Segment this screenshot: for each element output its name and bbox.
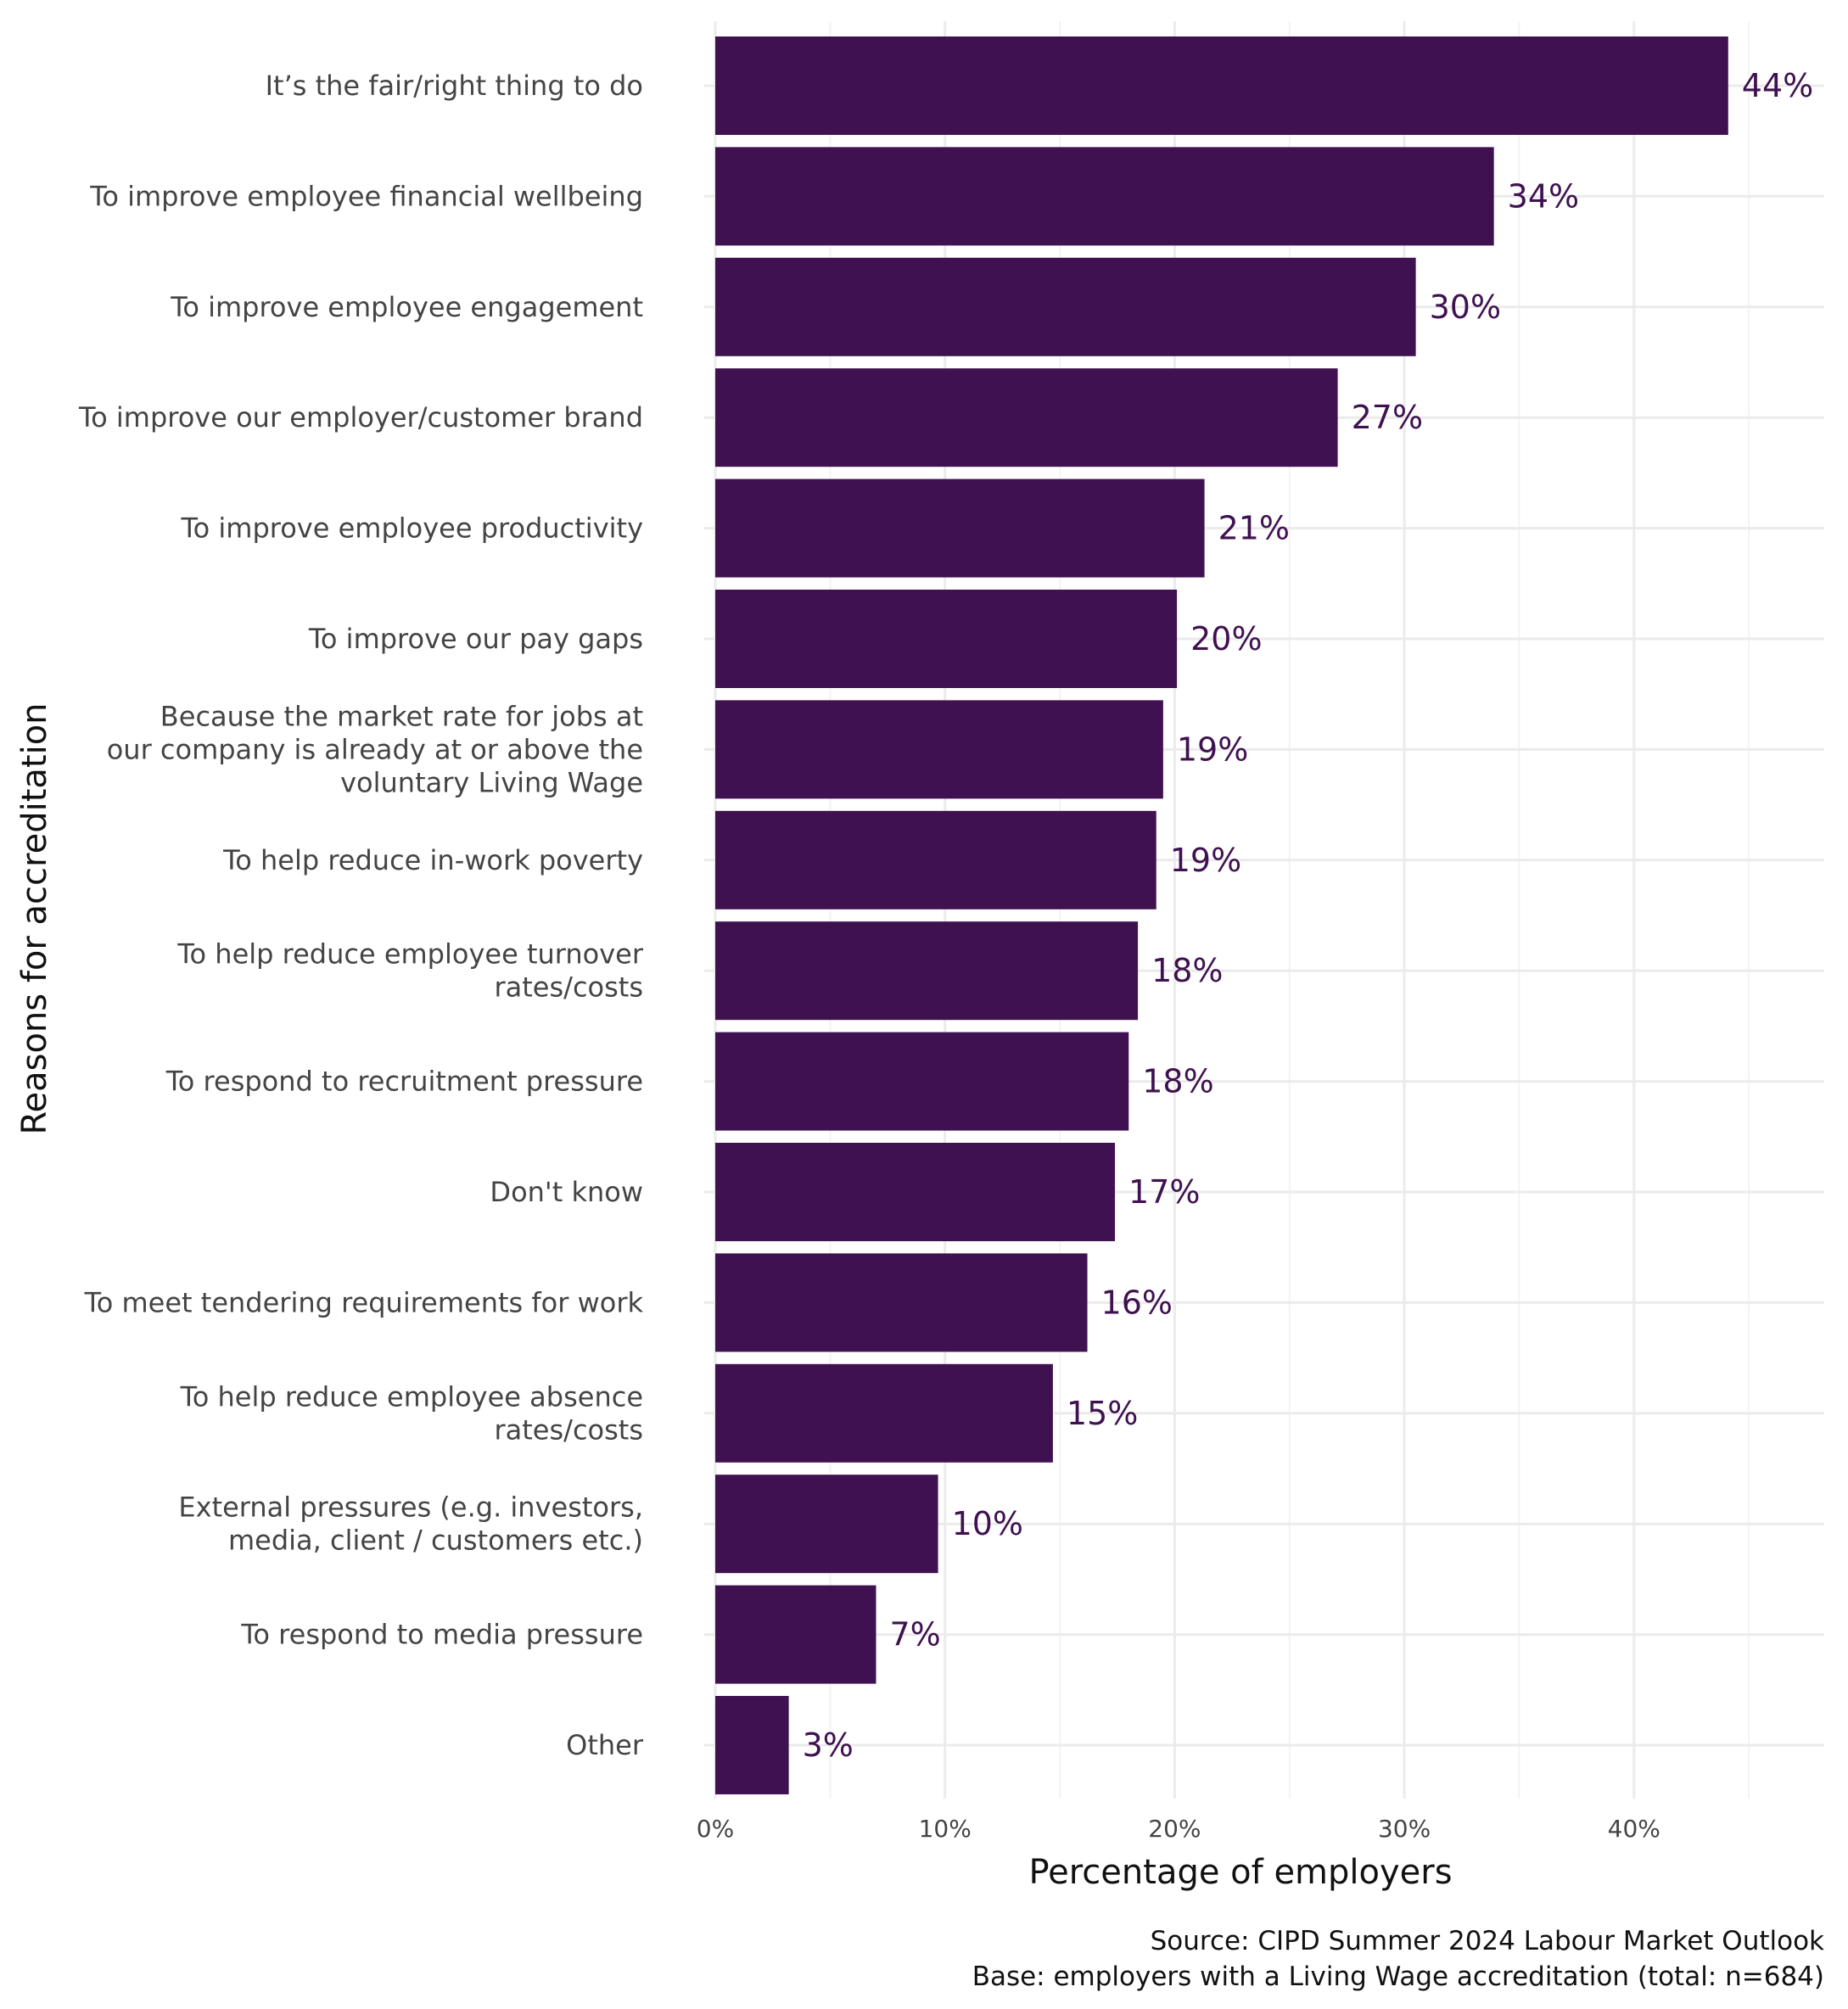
x-tick-label: 10% <box>919 1815 972 1843</box>
category-label: To respond to media pressure <box>240 1619 643 1651</box>
category-label-line: voluntary Living Wage <box>340 766 643 798</box>
category-label: Don't know <box>490 1176 643 1208</box>
category-label-line: To improve employee financial wellbeing <box>89 180 643 212</box>
data-label: 20% <box>1190 620 1262 658</box>
category-label: To improve employee productivity <box>181 512 643 545</box>
bar <box>715 700 1163 799</box>
bar <box>715 590 1178 688</box>
category-label-line: It’s the fair/right thing to do <box>266 70 643 102</box>
bar <box>715 257 1416 356</box>
category-label-line: To improve our pay gaps <box>308 623 643 655</box>
category-label-line: To help reduce employee turnover <box>176 938 643 971</box>
category-label: To help reduce employee absence rates/cos… <box>180 1380 643 1446</box>
category-label: Other <box>566 1729 644 1761</box>
bar <box>715 921 1139 1021</box>
bar <box>715 368 1338 467</box>
x-tick-label: 0% <box>697 1815 734 1843</box>
bar <box>715 810 1156 909</box>
category-label: It’s the fair/right thing to do <box>266 70 643 102</box>
bar <box>715 1696 789 1794</box>
category-label-line: To meet tendering requirements for work <box>84 1286 644 1318</box>
category-label-line: To help reduce in-work poverty <box>222 844 643 876</box>
category-label: To help reduce in-work poverty <box>222 844 643 876</box>
category-label-line: Because the market rate for jobs at <box>160 700 643 732</box>
bar <box>715 478 1205 578</box>
x-axis-title: Percentage of employers <box>1028 1853 1452 1892</box>
bar <box>715 36 1728 135</box>
bar <box>715 1032 1129 1131</box>
bar <box>715 1363 1053 1463</box>
data-label: 3% <box>803 1726 854 1764</box>
bar <box>715 1475 938 1574</box>
data-label: 44% <box>1742 67 1813 104</box>
category-label: Because the market rate for jobs at our c… <box>107 700 643 798</box>
category-label: To improve employee engagement <box>170 291 643 323</box>
y-axis-title: Reasons for accreditation <box>15 702 54 1134</box>
x-tick-label: 20% <box>1148 1815 1201 1843</box>
bars <box>715 36 1728 1794</box>
bar <box>715 1253 1088 1352</box>
category-label-line: Other <box>566 1729 644 1761</box>
data-label: 27% <box>1352 399 1423 436</box>
category-label-line: To improve employee engagement <box>170 291 643 323</box>
data-label: 16% <box>1101 1284 1173 1321</box>
caption-source: Source: CIPD Summer 2024 Labour Market O… <box>1151 1926 1824 1956</box>
data-label: 17% <box>1128 1173 1200 1211</box>
bar <box>715 1143 1116 1241</box>
caption-base: Base: employers with a Living Wage accre… <box>972 1961 1824 1992</box>
category-label: To meet tendering requirements for work <box>84 1286 644 1318</box>
category-label: To improve employee financial wellbeing <box>89 180 643 212</box>
category-label: To respond to recruitment pressure <box>165 1066 643 1098</box>
category-label: External pressures (e.g. investors, media… <box>178 1491 643 1557</box>
data-label: 21% <box>1218 510 1290 547</box>
bar <box>715 1585 876 1684</box>
category-label-line: To help reduce employee absence <box>180 1380 643 1413</box>
x-tick-label: 30% <box>1378 1815 1431 1843</box>
category-label-line: rates/costs <box>494 971 643 1004</box>
data-label: 18% <box>1142 1063 1213 1100</box>
bar <box>715 147 1494 246</box>
category-label-line: To improve our employer/customer brand <box>78 401 643 434</box>
category-label: To improve our pay gaps <box>308 623 643 655</box>
category-label-line: External pressures (e.g. investors, <box>178 1491 643 1524</box>
category-label-line: To improve employee productivity <box>181 512 643 545</box>
x-axis-ticks: 0% 10% 20% 30% 40% <box>697 1815 1660 1843</box>
category-label-line: To respond to media pressure <box>240 1619 643 1651</box>
category-label-line: rates/costs <box>494 1413 643 1446</box>
category-label: To help reduce employee turnover rates/co… <box>176 938 643 1004</box>
x-tick-label: 40% <box>1608 1815 1660 1843</box>
data-label: 30% <box>1430 288 1501 326</box>
category-label: To improve our employer/customer brand <box>78 401 643 434</box>
category-label-line: Don't know <box>490 1176 643 1208</box>
data-label: 19% <box>1170 842 1241 879</box>
data-label: 19% <box>1177 730 1248 768</box>
category-label-line: media, client / customers etc.) <box>228 1525 643 1557</box>
data-label: 10% <box>952 1505 1023 1542</box>
category-labels: It’s the fair/right thing to do To improv… <box>78 70 644 1761</box>
category-label-line: To respond to recruitment pressure <box>165 1066 643 1098</box>
data-label: 34% <box>1508 177 1579 215</box>
category-label-line: our company is already at or above the <box>107 733 643 765</box>
data-labels: 44% 34% 30% 27% 21% 20% 19% 19% 18% 18% 17% 16% 15% 1… <box>803 67 1814 1764</box>
data-label: 7% <box>889 1616 940 1654</box>
data-label: 18% <box>1151 952 1223 989</box>
data-label: 15% <box>1067 1395 1138 1432</box>
